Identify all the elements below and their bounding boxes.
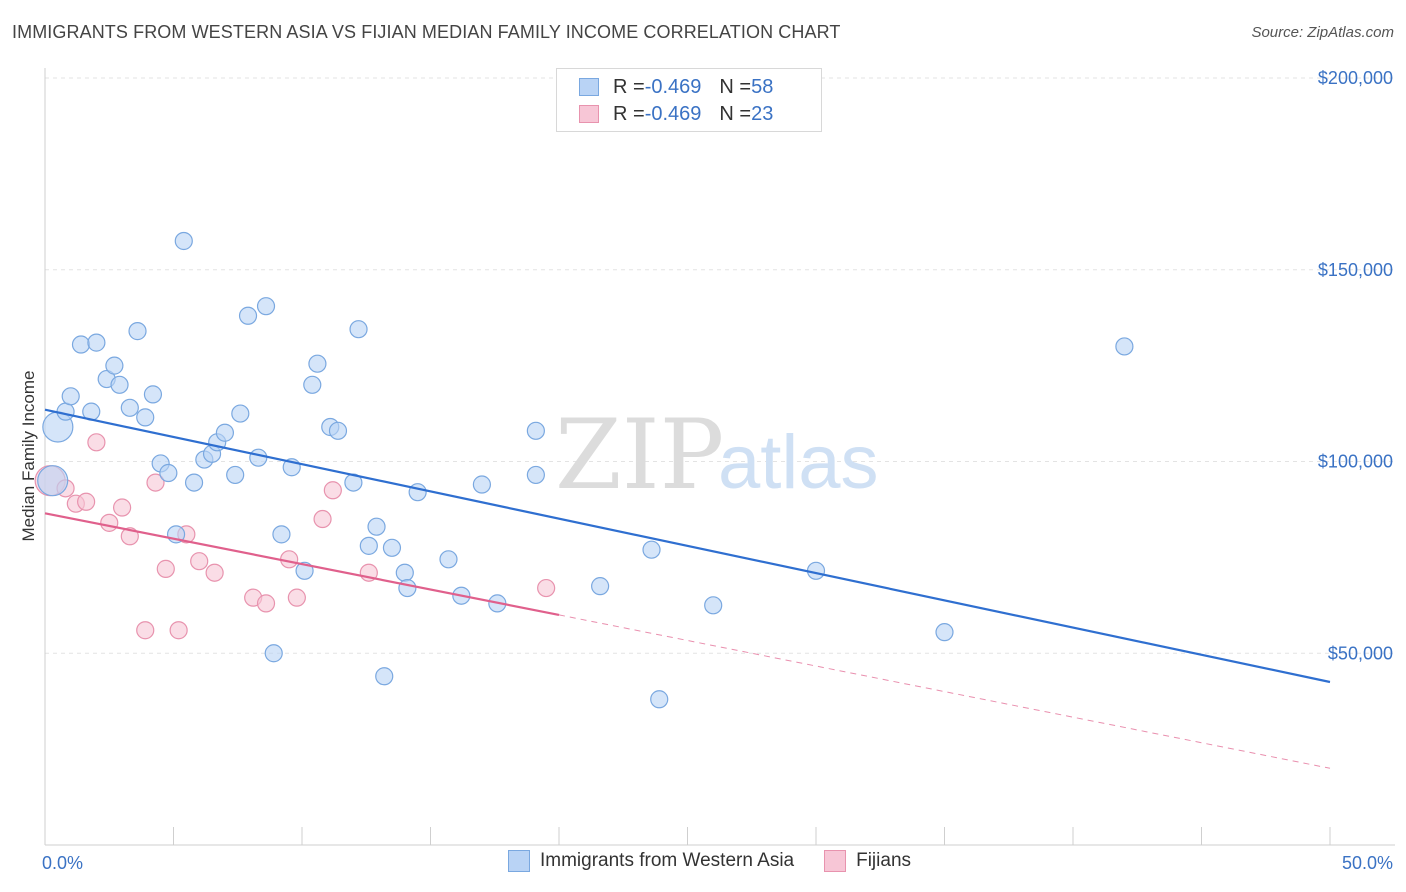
point-fijians: [287, 588, 306, 607]
y-tick-label: $50,000: [1328, 643, 1393, 663]
chart-source: Source: ZipAtlas.com: [1251, 24, 1394, 41]
point-western-asia: [231, 404, 250, 423]
y-axis-label: Median Family Income: [19, 370, 38, 541]
tick-labels: $50,000 $100,000 $150,000 $200,000 0.0% 50.0%: [42, 68, 1393, 873]
trend-line-western-asia: [44, 408, 1331, 684]
correlation-legend: R = -0.469 N = 58 R = -0.469 N = 23: [556, 68, 822, 132]
point-fijians: [190, 552, 209, 571]
point-western-asia: [120, 398, 139, 417]
point-western-asia: [71, 335, 91, 354]
point-fijians: [256, 594, 276, 613]
point-western-asia: [87, 333, 106, 352]
point-western-asia: [110, 375, 129, 394]
point-western-asia: [398, 578, 417, 598]
point-western-asia: [472, 475, 491, 494]
point-western-asia: [349, 320, 368, 339]
point-western-asia: [650, 690, 669, 709]
point-fijians: [156, 559, 175, 578]
point-western-asia: [184, 473, 204, 492]
point-western-asia: [642, 540, 661, 559]
y-tick-label: $200,000: [1318, 68, 1393, 88]
point-western-asia: [382, 538, 402, 557]
watermark-zip: ZIP: [555, 399, 724, 511]
legend-r-value: -0.469: [644, 102, 702, 125]
point-western-asia: [61, 387, 80, 406]
legend-n-label: N =: [719, 102, 752, 125]
x-tick-label-min: 0.0%: [42, 853, 83, 873]
point-western-asia: [439, 550, 458, 569]
y-tick-label: $100,000: [1318, 452, 1393, 472]
watermark-atlas: atlas: [718, 420, 879, 505]
legend-swatch-pink: [579, 105, 599, 123]
point-fijians: [323, 481, 342, 500]
series-legend-western-asia[interactable]: Immigrants from Western Asia: [508, 850, 794, 872]
point-western-asia: [395, 563, 414, 582]
trend-line-fijians: [44, 512, 560, 616]
gridlines: [45, 77, 1395, 654]
series-swatch-blue: [508, 850, 530, 872]
point-western-asia: [128, 322, 147, 341]
legend-row-fijians: R = -0.469 N = 23: [579, 101, 773, 127]
point-western-asia: [174, 231, 193, 251]
series-legend: Immigrants from Western Asia Fijians: [508, 850, 941, 872]
point-western-asia: [264, 644, 283, 663]
point-western-asia: [136, 408, 155, 427]
point-fijians: [100, 513, 119, 532]
trend-lines: [44, 408, 1331, 769]
point-fijians: [136, 621, 155, 640]
point-western-asia: [375, 667, 394, 686]
legend-r-label: R =: [613, 75, 645, 98]
point-western-asia: [328, 421, 348, 440]
point-western-asia: [408, 483, 427, 502]
legend-r-label: R =: [613, 102, 645, 125]
point-fijians: [169, 621, 188, 640]
point-fijians: [120, 527, 139, 546]
point-western-asia: [226, 465, 245, 485]
point-western-asia: [308, 354, 327, 373]
point-fijians: [87, 433, 106, 452]
point-fijians: [146, 473, 165, 492]
x-tick-label-max: 50.0%: [1342, 853, 1393, 873]
point-western-asia: [249, 448, 268, 467]
point-western-asia: [935, 623, 954, 642]
point-western-asia: [704, 596, 723, 615]
point-fijians: [77, 492, 96, 511]
point-western-asia: [159, 463, 178, 483]
point-western-asia: [238, 306, 258, 325]
point-western-asia: [1115, 337, 1134, 356]
point-western-asia: [56, 402, 75, 421]
point-fijians: [205, 563, 224, 582]
point-fijians: [313, 509, 332, 529]
legend-n-label: N =: [719, 75, 752, 98]
point-western-asia: [37, 465, 69, 497]
watermark: ZIP atlas: [555, 399, 879, 511]
point-western-asia: [359, 536, 378, 555]
legend-n-value: 23: [751, 102, 774, 125]
series-swatch-pink: [824, 850, 847, 872]
series-legend-fijians[interactable]: Fijians: [824, 850, 911, 872]
point-western-asia: [591, 577, 610, 596]
chart-title: IMMIGRANTS FROM WESTERN ASIA VS FIJIAN M…: [12, 22, 841, 42]
point-western-asia: [143, 385, 163, 404]
legend-r-value: -0.469: [644, 75, 702, 98]
point-fijians: [112, 498, 132, 517]
legend-row-western-asia: R = -0.469 N = 58: [579, 74, 773, 100]
point-western-asia: [105, 356, 124, 375]
point-western-asia: [367, 517, 386, 536]
axes: [44, 68, 1395, 846]
point-western-asia: [256, 297, 276, 316]
legend-swatch-blue: [579, 78, 599, 96]
legend-n-value: 58: [751, 75, 774, 98]
series-label-fijians: Fijians: [856, 850, 912, 871]
point-western-asia: [215, 423, 234, 442]
point-western-asia: [526, 421, 545, 440]
western-asia-points: [37, 231, 1134, 709]
series-label-western-asia: Immigrants from Western Asia: [540, 850, 795, 871]
point-western-asia: [303, 375, 322, 394]
point-western-asia: [526, 465, 545, 485]
point-fijians: [537, 578, 556, 598]
y-tick-label: $150,000: [1318, 260, 1393, 280]
point-western-asia: [272, 525, 291, 544]
